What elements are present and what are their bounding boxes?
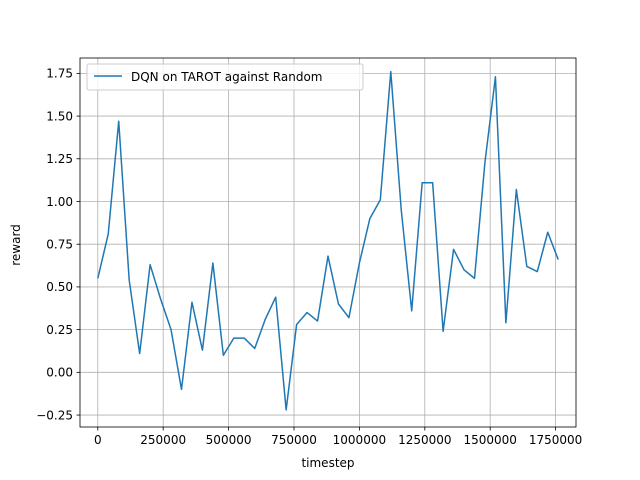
x-tick-label: 1250000 bbox=[398, 433, 451, 447]
x-axis-label: timestep bbox=[301, 456, 354, 470]
legend: DQN on TAROT against Random bbox=[86, 63, 364, 91]
y-axis: −0.25 0.00 0.25 0.50 0.75 1.00 1.25 1.50 1.75 bbox=[36, 67, 80, 422]
legend-label: DQN on TAROT against Random bbox=[131, 70, 323, 84]
x-tick-label: 1750000 bbox=[529, 433, 582, 447]
x-tick-label: 1500000 bbox=[463, 433, 516, 447]
legend-box bbox=[86, 63, 364, 91]
x-tick-label: 0 bbox=[94, 433, 102, 447]
y-tick-label: 0.00 bbox=[46, 366, 73, 380]
y-tick-label: 1.50 bbox=[46, 109, 73, 123]
y-axis-label: reward bbox=[9, 224, 23, 266]
y-tick-label: 0.50 bbox=[46, 280, 73, 294]
series-layer bbox=[97, 70, 559, 411]
x-tick-label: 250000 bbox=[140, 433, 186, 447]
x-tick-label: 500000 bbox=[206, 433, 252, 447]
plot-frame bbox=[79, 57, 577, 428]
y-tick-label: 1.25 bbox=[46, 152, 73, 166]
x-axis: 0 250000 500000 750000 1000000 1250000 1500000… bbox=[94, 427, 582, 447]
y-tick-label: −0.25 bbox=[36, 408, 73, 422]
x-tick-label: 750000 bbox=[271, 433, 317, 447]
y-tick-label: 1.75 bbox=[46, 67, 73, 81]
y-tick-label: 0.75 bbox=[46, 238, 73, 252]
y-tick-label: 1.00 bbox=[46, 195, 73, 209]
y-tick-label: 0.25 bbox=[46, 323, 73, 337]
x-tick-label: 1000000 bbox=[333, 433, 386, 447]
grid-lines bbox=[80, 58, 576, 427]
series-line bbox=[97, 70, 559, 411]
